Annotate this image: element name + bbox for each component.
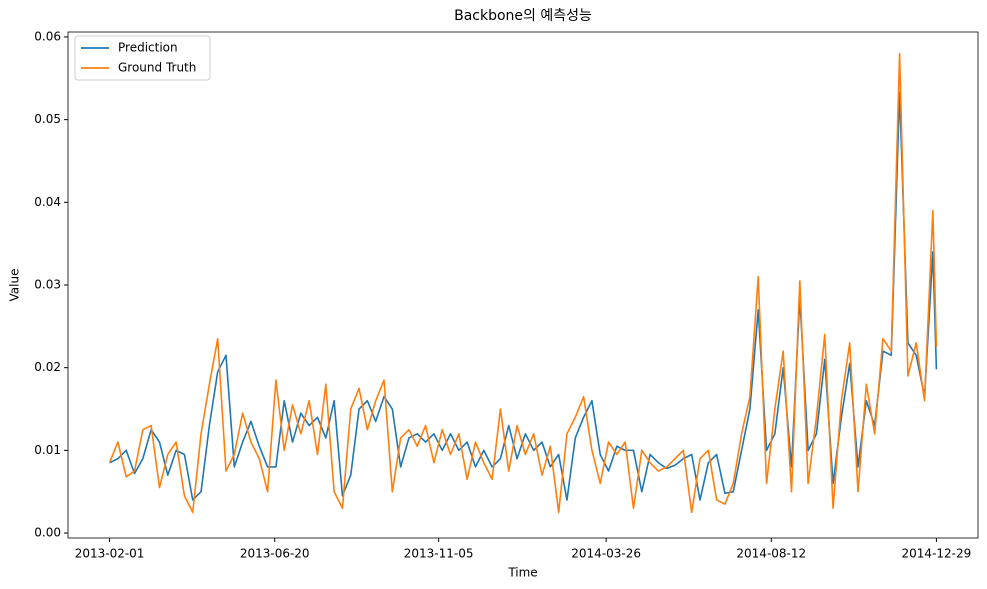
y-tick-label: 0.00 [34,526,61,540]
y-axis-label: Value [8,269,22,302]
x-tick-label: 2014-08-12 [736,547,806,561]
line-series [109,91,938,501]
y-tick-label: 0.06 [34,29,61,43]
y-tick-label: 0.02 [34,360,61,374]
y-tick-label: 0.04 [34,195,61,209]
x-tick-label: 2014-03-26 [571,547,641,561]
x-tick-label: 2013-02-01 [75,547,145,561]
chart-title: Backbone의 예측성능 [454,8,592,24]
y-tick-label: 0.03 [34,278,61,292]
x-tick-label: 2013-11-05 [404,547,474,561]
legend-label: Prediction [118,41,178,55]
legend-box [74,35,211,81]
y-tick-label: 0.05 [34,112,61,126]
x-axis-label: Time [507,566,537,580]
y-tick-label: 0.01 [34,443,61,457]
line-series [108,52,938,514]
x-tick-label: 2013-06-20 [240,547,310,561]
legend-label: Ground Truth [118,61,196,75]
x-tick-label: 2014-12-29 [902,547,972,561]
